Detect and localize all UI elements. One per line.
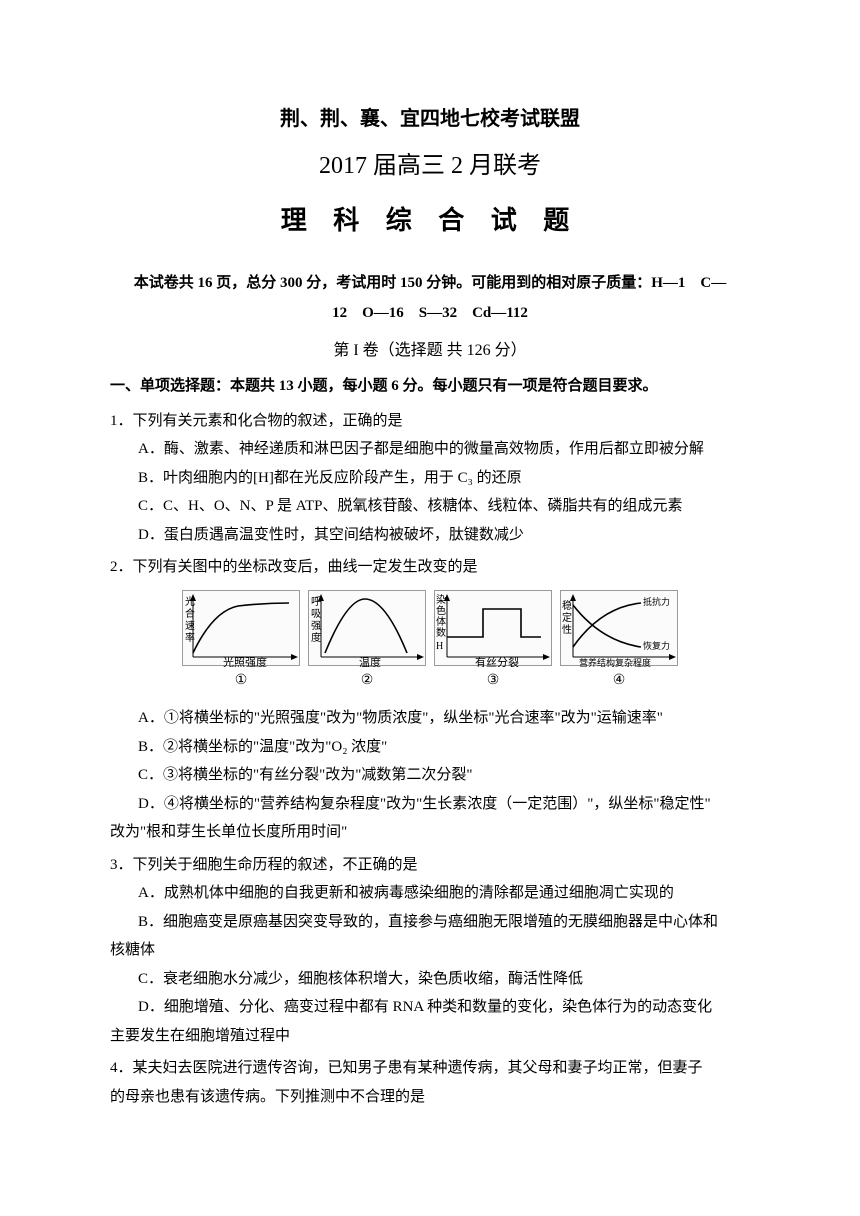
svg-text:性: 性 [562, 623, 572, 636]
title-alliance: 荆、荆、襄、宜四地七校考试联盟 [110, 100, 750, 138]
chart-4: 稳 定 性 抵抗力 恢复力 营养结构复杂程度 ④ [560, 590, 678, 695]
svg-text:吸: 吸 [311, 609, 321, 620]
svg-text:体: 体 [436, 616, 446, 628]
chart-1: 光 合 速 率 光照强度 ① [182, 590, 300, 695]
chart-1-svg: 光 合 速 率 光照强度 [183, 591, 301, 667]
q2-option-c: C．③将横坐标的"有丝分裂"改为"减数第二次分裂" [110, 761, 750, 790]
chart-2-number: ② [361, 668, 374, 695]
svg-text:数: 数 [436, 626, 446, 639]
q3-option-b-1: B．细胞癌变是原癌基因突变导致的，直接参与癌细胞无限增殖的无膜细胞器是中心体和 [110, 908, 750, 937]
chart-4-number: ④ [613, 668, 626, 695]
chart-4-label-resist: 抵抗力 [643, 596, 670, 607]
exam-info-line-1: 本试卷共 16 页，总分 300 分，考试用时 150 分钟。可能用到的相对原子… [110, 269, 750, 298]
svg-text:H: H [436, 641, 443, 652]
question-3: 3．下列关于细胞生命历程的叙述，不正确的是 A．成熟机体中细胞的自我更新和被病毒… [110, 851, 750, 1051]
svg-text:速: 速 [185, 620, 195, 632]
q3-option-a: A．成熟机体中细胞的自我更新和被病毒感染细胞的清除都是通过细胞凋亡实现的 [110, 879, 750, 908]
q4-stem-2: 的母亲也患有该遗传病。下列推测中不合理的是 [110, 1083, 750, 1112]
q4-stem-1: 4．某夫妇去医院进行遗传咨询，已知男子患有某种遗传病，其父母和妻子均正常，但妻子 [110, 1054, 750, 1083]
chart-1-xlabel: 光照强度 [223, 655, 267, 667]
chart-4-label-recover: 恢复力 [643, 640, 670, 651]
chart-3-svg: 染 色 体 数 H 有丝分裂 [435, 591, 553, 667]
svg-text:染: 染 [436, 593, 446, 606]
section-instruction: 一、单项选择题：本题共 13 小题，每小题 6 分。每小题只有一项是符合题目要求… [110, 372, 750, 401]
q2-option-a: A．①将横坐标的"光照强度"改为"物质浓度"，纵坐标"光合速率"改为"运输速率" [110, 704, 750, 733]
svg-text:定: 定 [562, 611, 572, 624]
q2-option-d-1: D．④将横坐标的"营养结构复杂程度"改为"生长素浓度（一定范围）"，纵坐标"稳定… [110, 790, 750, 819]
q3-option-c: C．衰老细胞水分减少，细胞核体积增大，染色质收缩，酶活性降低 [110, 965, 750, 994]
chart-4-xlabel: 营养结构复杂程度 [579, 657, 651, 667]
title-subject: 理 科 综 合 试 题 [110, 196, 750, 245]
exam-header: 荆、荆、襄、宜四地七校考试联盟 2017 届高三 2 月联考 理 科 综 合 试… [110, 100, 750, 245]
chart-4-svg: 稳 定 性 抵抗力 恢复力 营养结构复杂程度 [561, 591, 679, 667]
section-heading: 第 I 卷（选择题 共 126 分） [110, 336, 750, 366]
q3-option-d-1: D．细胞增殖、分化、癌变过程中都有 RNA 种类和数量的变化，染色体行为的动态变… [110, 993, 750, 1022]
question-1: 1．下列有关元素和化合物的叙述，正确的是 A．酶、激素、神经递质和淋巴因子都是细… [110, 407, 750, 550]
chart-3: 染 色 体 数 H 有丝分裂 ③ [434, 590, 552, 695]
q2-option-b: B．②将横坐标的"温度"改为"O₂ 浓度" [110, 733, 750, 762]
chart-1-ylabel: 光 [185, 595, 195, 608]
svg-text:率: 率 [185, 631, 195, 644]
q3-option-b-2: 核糖体 [110, 936, 750, 965]
title-session: 2017 届高三 2 月联考 [110, 144, 750, 190]
svg-text:稳: 稳 [562, 599, 572, 612]
q1-option-d: D．蛋白质遇高温变性时，其空间结构被破坏，肽键数减少 [110, 521, 750, 550]
q1-option-b: B．叶肉细胞内的[H]都在光反应阶段产生，用于 C₃ 的还原 [110, 464, 750, 493]
svg-text:强: 强 [311, 620, 321, 632]
svg-text:合: 合 [185, 607, 195, 620]
q3-option-d-2: 主要发生在细胞增殖过程中 [110, 1022, 750, 1051]
exam-info-line-2: 12 O—16 S—32 Cd—112 [110, 299, 750, 328]
chart-3-xlabel: 有丝分裂 [475, 655, 519, 667]
svg-text:度: 度 [311, 631, 321, 644]
chart-3-number: ③ [487, 668, 500, 695]
q1-option-a: A．酶、激素、神经递质和淋巴因子都是细胞中的微量高效物质，作用后都立即被分解 [110, 435, 750, 464]
q2-stem: 2．下列有关图中的坐标改变后，曲线一定发生改变的是 [110, 553, 750, 582]
chart-1-number: ① [235, 668, 248, 695]
chart-2-svg: 呼 吸 强 度 温度 [309, 591, 427, 667]
svg-text:呼: 呼 [311, 596, 321, 608]
q3-stem: 3．下列关于细胞生命历程的叙述，不正确的是 [110, 851, 750, 880]
question-4: 4．某夫妇去医院进行遗传咨询，已知男子患有某种遗传病，其父母和妻子均正常，但妻子… [110, 1054, 750, 1111]
charts-row: 光 合 速 率 光照强度 ① 呼 吸 强 [110, 590, 750, 695]
chart-2: 呼 吸 强 度 温度 ② [308, 590, 426, 695]
q1-option-c: C．C、H、O、N、P 是 ATP、脱氧核苷酸、核糖体、线粒体、磷脂共有的组成元… [110, 492, 750, 521]
chart-2-xlabel: 温度 [359, 655, 381, 667]
question-2: 2．下列有关图中的坐标改变后，曲线一定发生改变的是 光 合 速 率 光照强度 ① [110, 553, 750, 847]
q2-option-d-2: 改为"根和芽生长单位长度所用时间" [110, 818, 750, 847]
svg-text:色: 色 [436, 604, 446, 617]
q1-stem: 1．下列有关元素和化合物的叙述，正确的是 [110, 407, 750, 436]
